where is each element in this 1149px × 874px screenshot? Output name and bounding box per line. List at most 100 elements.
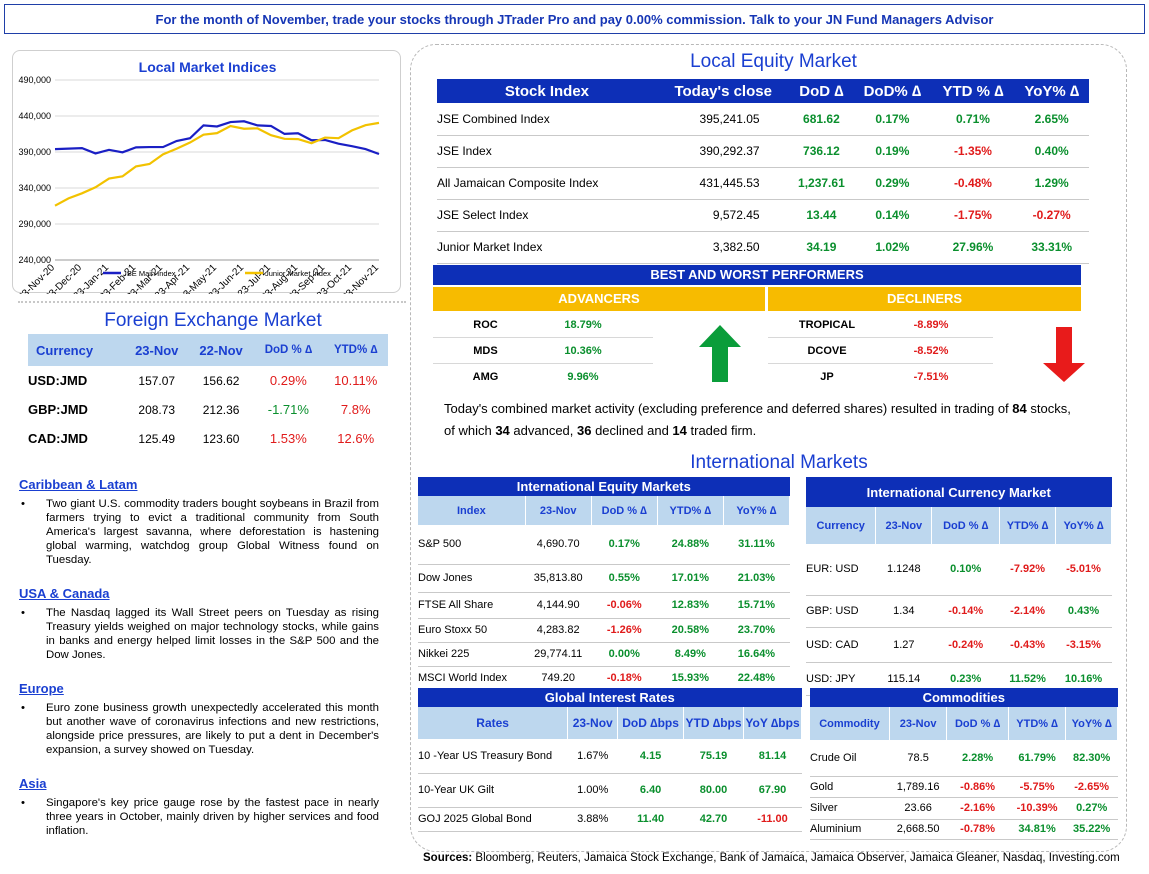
table-row: GBP: USD 1.34 -0.14% -2.14% 0.43% [806, 595, 1112, 628]
table-title-row: Global Interest Rates [418, 688, 802, 707]
equity-col-header: Today's close [674, 82, 772, 100]
equity-col-header: DoD% ∆ [863, 82, 922, 100]
sources-text: Bloomberg, Reuters, Jamaica Stock Exchan… [472, 852, 1120, 864]
col-header: YTD ∆bps [683, 707, 744, 739]
equity-title: Local Equity Market [690, 51, 857, 72]
col-header: YTD% ∆ [657, 496, 724, 525]
fx-currency: CAD:JMD [28, 431, 88, 446]
table-row: Silver 23.66 -2.16% -10.39% 0.27% [810, 797, 1118, 820]
equity-cell: 9,572.45 [656, 199, 790, 232]
col-header: DoD % ∆ [591, 496, 658, 525]
col-header: Commodity [810, 707, 890, 740]
col-header: Rates [418, 707, 569, 739]
table-title-row: Commodities [810, 688, 1118, 707]
fx-col-header: YTD% ∆ [333, 344, 378, 356]
col-header: Index [418, 496, 526, 525]
row-value: 35,813.80 [525, 564, 592, 593]
row-value: 749.20 [525, 666, 592, 691]
decliners-list: TROPICAL -8.89% DCOVE -8.52% JP -7.51% [768, 312, 993, 390]
summary-advanced: 34 [495, 423, 510, 438]
row-value: 1.1248 [875, 544, 932, 596]
equity-cell: 0.14% [853, 199, 932, 232]
row-value: 1.00% [567, 773, 618, 808]
y-tick-label: 490,000 [18, 75, 51, 85]
table-title-row: International Equity Markets [418, 477, 790, 496]
news-item: Two giant U.S. commodity traders bought … [19, 497, 379, 567]
row-change: 20.58% [657, 618, 724, 643]
line-chart: 490,000 440,000 390,000 340,000 290,000 240,0… [16, 75, 381, 294]
row-change: -3.15% [1055, 627, 1112, 663]
row-label: USD: CAD [806, 627, 876, 663]
row-change: 23.70% [723, 618, 790, 643]
equity-row: Junior Market Index 3,382.50 34.19 1.02% 27.… [437, 231, 1089, 264]
row-change: 15.71% [723, 592, 790, 619]
col-header: YoY% ∆ [723, 496, 791, 525]
intl-equity-table: International Equity Markets Index 23-Nov D… [418, 477, 791, 691]
y-tick-label: 240,000 [18, 255, 51, 265]
row-change: 67.90 [743, 773, 802, 808]
y-tick-label: 340,000 [18, 183, 51, 193]
row-change: 0.43% [1055, 595, 1112, 628]
col-header: Currency [806, 507, 877, 544]
equity-row: JSE Index 390,292.37 736.12 0.19% -1.35% 0.40… [437, 135, 1089, 168]
t-ieq-grid: International Equity Markets Index 23-Nov D… [418, 477, 791, 691]
row-change: -0.24% [931, 627, 1000, 663]
equity-cell: -1.35% [931, 135, 1015, 168]
row-change: -0.14% [931, 595, 1000, 628]
t-comm-grid: Commodities Commodity 23-Nov DoD % ∆ YTD% ∆ Y… [810, 688, 1118, 840]
equity-cell: 27.96% [931, 231, 1015, 264]
legend-label: JSE Main Index [123, 269, 176, 278]
row-label: Crude Oil [810, 740, 890, 777]
intl-title: International Markets [690, 452, 868, 473]
row-change: 0.27% [1065, 797, 1118, 820]
row-change: 82.30% [1065, 740, 1118, 777]
col-header: YoY ∆bps [743, 707, 802, 739]
performer-change: -8.89% [913, 318, 949, 331]
equity-cell: 13.44 [789, 199, 854, 232]
news-item: Euro zone business growth unexpectedly a… [19, 701, 379, 757]
fx-col-header: DoD % ∆ [264, 344, 312, 356]
fx-cell: 123.60 [202, 431, 240, 446]
fx-currency: USD:JMD [28, 373, 88, 388]
fx-cell: 156.62 [202, 373, 240, 388]
performer-row: AMG 9.96% [433, 364, 653, 390]
row-label: Aluminium [810, 819, 890, 840]
summary-text: stocks, of which [444, 401, 1071, 438]
table-header-row: Commodity 23-Nov DoD % ∆ YTD% ∆ YoY% ∆ [810, 707, 1118, 740]
commodities-table: Commodities Commodity 23-Nov DoD % ∆ YTD% ∆ Y… [810, 688, 1118, 840]
row-label: Silver [810, 797, 890, 820]
equity-row: All Jamaican Composite Index 431,445.53 1,… [437, 167, 1089, 200]
row-change: 80.00 [683, 773, 744, 808]
summary-text: Today's combined market activity (exclud… [444, 401, 1013, 416]
fx-cell: 212.36 [202, 402, 240, 417]
row-change: -2.65% [1065, 776, 1118, 798]
row-change: 22.48% [723, 666, 790, 691]
t-icur-grid: International Currency Market Currency 23-… [806, 477, 1112, 696]
performer-symbol: MDS [473, 344, 498, 357]
col-header: YTD% ∆ [999, 507, 1057, 544]
col-header: 23-Nov [875, 507, 933, 544]
performer-symbol: DCOVE [807, 344, 847, 357]
fx-row: GBP:JMD 208.73 212.36 -1.71% 7.8% [28, 395, 388, 424]
row-change: -1.26% [591, 618, 658, 643]
equity-index-name: JSE Index [437, 135, 657, 168]
equity-row: JSE Select Index 9,572.45 13.44 0.14% -1.75%… [437, 199, 1089, 232]
news-heading: Caribbean & Latam [19, 477, 138, 492]
row-change: -7.92% [999, 544, 1056, 596]
sources: Sources: Bloomberg, Reuters, Jamaica Sto… [423, 852, 1143, 864]
table-title: Global Interest Rates [418, 688, 802, 707]
fx-cell: 0.29% [269, 373, 307, 388]
row-change: -0.78% [946, 819, 1009, 840]
news-heading: Asia [19, 776, 47, 791]
fx-cell: 7.8% [340, 402, 371, 417]
fx-row: USD:JMD 157.07 156.62 0.29% 10.11% [28, 366, 388, 395]
table-row: Euro Stoxx 50 4,283.82 -1.26% 20.58% 23.70% [418, 618, 790, 643]
row-change: -11.00 [743, 807, 802, 832]
fx-currency: GBP:JMD [28, 402, 88, 417]
row-value: 1.27 [875, 627, 932, 663]
row-value: 23.66 [889, 797, 947, 820]
table-row: FTSE All Share 4,144.90 -0.06% 12.83% 15.71% [418, 592, 790, 619]
table-row: USD: CAD 1.27 -0.24% -0.43% -3.15% [806, 627, 1112, 663]
interest-rates-table: Global Interest Rates Rates 23-Nov DoD ∆bps… [418, 688, 802, 832]
summary-text: declined and [591, 423, 673, 438]
